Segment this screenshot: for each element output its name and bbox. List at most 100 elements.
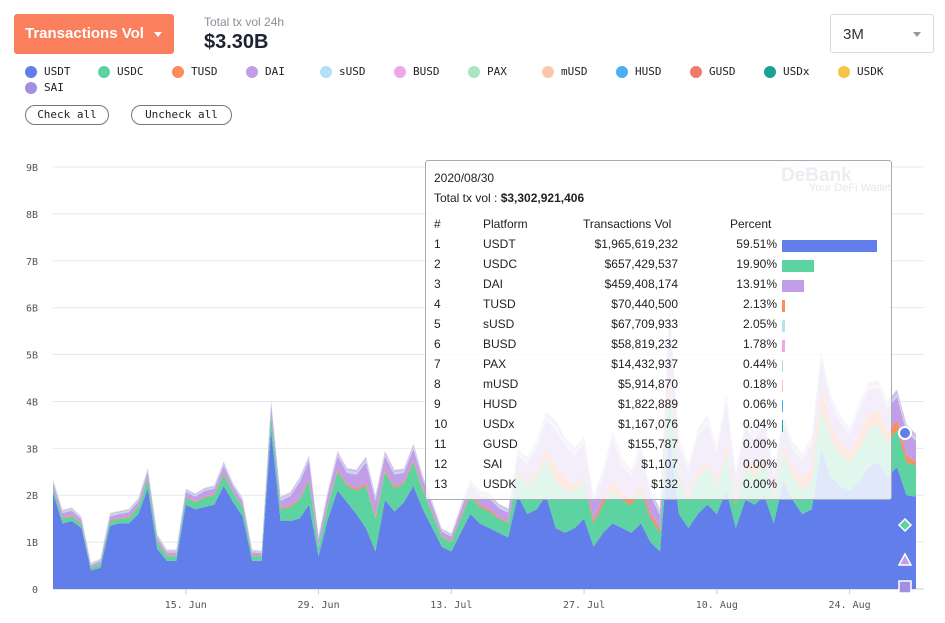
tooltip-volume: $459,408,174	[604, 277, 678, 291]
tooltip-rank: 2	[434, 257, 441, 271]
tooltip-row: 8 mUSD $5,914,870 0.18%	[426, 377, 891, 397]
tooltip-percent: 1.78%	[742, 337, 777, 351]
hover-marker-square	[898, 580, 912, 594]
tooltip-percent: 0.00%	[742, 457, 777, 471]
check-all-button[interactable]: Check all	[25, 105, 109, 125]
legend-label: DAI	[265, 65, 285, 78]
header-platform: Platform	[483, 217, 528, 231]
x-tick-label: 13. Jul	[430, 600, 472, 611]
legend-label: BUSD	[413, 65, 440, 78]
tooltip-percent-bar	[782, 340, 785, 352]
y-tick-label: 9B	[26, 163, 38, 174]
tooltip-percent: 2.05%	[742, 317, 777, 331]
tooltip-rank: 4	[434, 297, 441, 311]
header-percent: Percent	[730, 217, 772, 231]
tooltip-percent: 19.90%	[736, 257, 777, 271]
tooltip-row: 10 USDx $1,167,076 0.04%	[426, 417, 891, 437]
legend-dot	[246, 66, 258, 78]
watermark-tagline: Your DeFi Wallet	[809, 182, 891, 194]
legend-dot	[25, 82, 37, 94]
area-series-usdt[interactable]	[53, 429, 916, 589]
legend-label: USDx	[783, 65, 810, 78]
total-volume-value: $3.30B	[204, 31, 269, 53]
legend-label: USDC	[117, 65, 144, 78]
total-volume-label: Total tx vol 24h	[204, 15, 285, 29]
tooltip-row: 11 GUSD $155,787 0.00%	[426, 437, 891, 457]
hover-marker-diamond	[897, 517, 913, 533]
time-range-value: 3M	[843, 26, 864, 43]
tooltip-volume: $657,429,537	[604, 257, 678, 271]
uncheck-all-button[interactable]: Uncheck all	[131, 105, 232, 125]
tooltip-platform: USDx	[483, 417, 515, 431]
tooltip-platform: BUSD	[483, 337, 517, 351]
tooltip-rank: 3	[434, 277, 441, 291]
tooltip-percent-bar	[782, 280, 805, 292]
header-volume: Transactions Vol	[583, 217, 672, 231]
legend-label: USDK	[857, 65, 884, 78]
legend-label: TUSD	[191, 65, 218, 78]
metric-dropdown[interactable]: Transactions Vol	[14, 14, 174, 54]
tooltip-platform: TUSD	[483, 297, 516, 311]
tooltip-total: Total tx vol : $3,302,921,406	[434, 191, 585, 205]
tooltip-row: 5 sUSD $67,709,933 2.05%	[426, 317, 891, 337]
tooltip-percent: 0.06%	[742, 397, 777, 411]
legend-dot	[25, 66, 37, 78]
y-tick-label: 1B	[26, 538, 38, 549]
y-tick-label: 2B	[26, 491, 38, 502]
tooltip-platform: SAI	[483, 457, 503, 471]
legend-dot	[616, 66, 628, 78]
tooltip-volume: $58,819,232	[611, 337, 678, 351]
x-tick-label: 10. Aug	[696, 600, 738, 611]
tooltip-percent-bar	[782, 240, 878, 252]
legend-dot	[320, 66, 332, 78]
watermark-logo: DeBank	[781, 165, 852, 186]
legend-dot	[838, 66, 850, 78]
hover-marker-circle	[898, 426, 912, 440]
tooltip-volume: $1,822,889	[617, 397, 678, 411]
chevron-down-icon	[154, 32, 162, 37]
tooltip-rank: 1	[434, 237, 441, 251]
tooltip-percent: 0.04%	[742, 417, 777, 431]
time-range-select[interactable]: 3M	[830, 14, 934, 53]
y-tick-label: 0	[32, 585, 38, 596]
tooltip-percent-bar	[782, 420, 783, 432]
tooltip-percent-bar	[782, 400, 783, 412]
tooltip-row: 1 USDT $1,965,619,232 59.51%	[426, 237, 891, 257]
legend-label: PAX	[487, 65, 507, 78]
tooltip-percent: 0.18%	[742, 377, 777, 391]
y-tick-label: 7B	[26, 257, 38, 268]
tooltip-rank: 6	[434, 337, 441, 351]
tooltip-volume: $14,432,937	[611, 357, 678, 371]
legend-label: HUSD	[635, 65, 662, 78]
tooltip-row: 12 SAI $1,107 0.00%	[426, 457, 891, 477]
tooltip-platform: USDT	[483, 237, 516, 251]
tooltip-volume: $1,107	[641, 457, 678, 471]
legend-label: mUSD	[561, 65, 588, 78]
tooltip-platform: USDC	[483, 257, 518, 271]
tooltip-rank: 13	[434, 477, 448, 491]
y-tick-label: 8B	[26, 210, 38, 221]
tooltip-platform: PAX	[483, 357, 507, 371]
legend-label: GUSD	[709, 65, 736, 78]
legend-dot	[764, 66, 776, 78]
y-tick-label: 4B	[26, 397, 38, 408]
y-tick-label: 6B	[26, 304, 38, 315]
tooltip-header-row: # Platform Transactions Vol Percent	[426, 217, 891, 237]
legend-label: sUSD	[339, 65, 366, 78]
chevron-down-icon	[913, 32, 921, 37]
header-rank: #	[434, 217, 441, 231]
legend-dot	[394, 66, 406, 78]
tooltip-volume: $70,440,500	[611, 297, 678, 311]
tooltip-rank: 10	[434, 417, 448, 431]
tooltip-row: 9 HUSD $1,822,889 0.06%	[426, 397, 891, 417]
tooltip-rank: 11	[434, 437, 447, 451]
tooltip-rank: 8	[434, 377, 441, 391]
tooltip-rank: 12	[434, 457, 448, 471]
tooltip-row: 4 TUSD $70,440,500 2.13%	[426, 297, 891, 317]
tooltip-percent: 59.51%	[736, 237, 777, 251]
tooltip-platform: HUSD	[483, 397, 518, 411]
tooltip-volume: $1,167,076	[617, 417, 678, 431]
tooltip-percent: 13.91%	[736, 277, 777, 291]
x-tick-label: 15. Jun	[165, 600, 207, 611]
tooltip-row: 6 BUSD $58,819,232 1.78%	[426, 337, 891, 357]
